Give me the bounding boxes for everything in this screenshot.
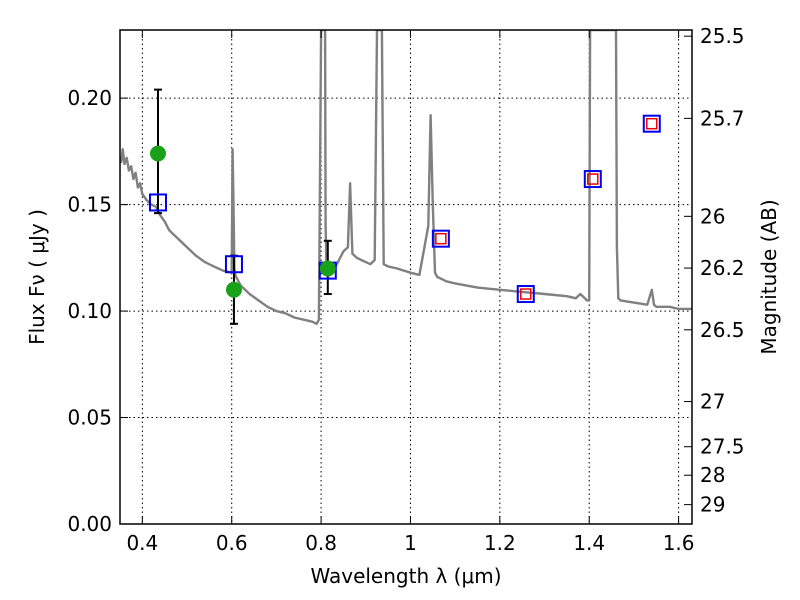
plot-frame xyxy=(119,29,693,525)
y2-tick-label: 27.5 xyxy=(700,435,745,459)
y2-tick-label: 25.5 xyxy=(700,24,745,48)
observed-flux-point xyxy=(319,260,336,277)
x-tick-label: 1.6 xyxy=(663,531,695,555)
x-tick-label: 1 xyxy=(404,531,417,555)
observed-flux-point xyxy=(149,145,166,162)
x-tick-label: 0.8 xyxy=(305,531,337,555)
x-tick-label: 1.2 xyxy=(484,531,516,555)
model-flux-box xyxy=(516,285,535,304)
axis-ticks: 0.4 0.6 0.8 1 1.2 1.4 1.6 0.00 0.05 0.10 0.15 0.20 2… xyxy=(67,24,744,555)
y-tick-label: 0.20 xyxy=(67,86,112,110)
x-axis-title: Wavelength λ (μm) xyxy=(310,564,501,588)
y2-tick-label: 27 xyxy=(700,390,725,414)
y-tick-label: 0.00 xyxy=(67,512,112,536)
grid-lines xyxy=(120,30,692,525)
model-flux-box xyxy=(224,255,243,274)
x-tick-label: 0.4 xyxy=(126,531,158,555)
model-flux-box xyxy=(431,229,450,248)
sed-model-line xyxy=(120,30,692,325)
model-flux-box xyxy=(148,193,167,212)
x-tick-label: 1.4 xyxy=(573,531,605,555)
y-tick-label: 0.10 xyxy=(67,299,112,323)
predicted-flux-box xyxy=(435,232,447,245)
y-tick-label: 0.05 xyxy=(67,406,112,430)
plot-area xyxy=(120,30,692,325)
predicted-flux-box xyxy=(520,288,532,300)
observed-flux-point xyxy=(225,281,242,298)
y-tick-label: 0.15 xyxy=(67,193,112,217)
y-axis-title: Flux Fν ( μJy ) xyxy=(25,209,49,345)
model-flux-box xyxy=(583,170,602,189)
y2-tick-label: 28 xyxy=(700,463,725,487)
y2-tick-label: 26.5 xyxy=(700,318,745,342)
x-tick-label: 0.6 xyxy=(216,531,248,555)
predicted-flux-box xyxy=(646,117,658,130)
y2-tick-label: 26 xyxy=(700,204,725,228)
predicted-flux-box xyxy=(587,173,599,185)
y2-axis-title: Magnitude (AB) xyxy=(757,199,781,354)
y2-tick-label: 25.7 xyxy=(700,106,745,130)
model-flux-box xyxy=(642,114,661,133)
y2-tick-label: 26.2 xyxy=(700,256,745,280)
y2-tick-label: 29 xyxy=(700,493,725,517)
